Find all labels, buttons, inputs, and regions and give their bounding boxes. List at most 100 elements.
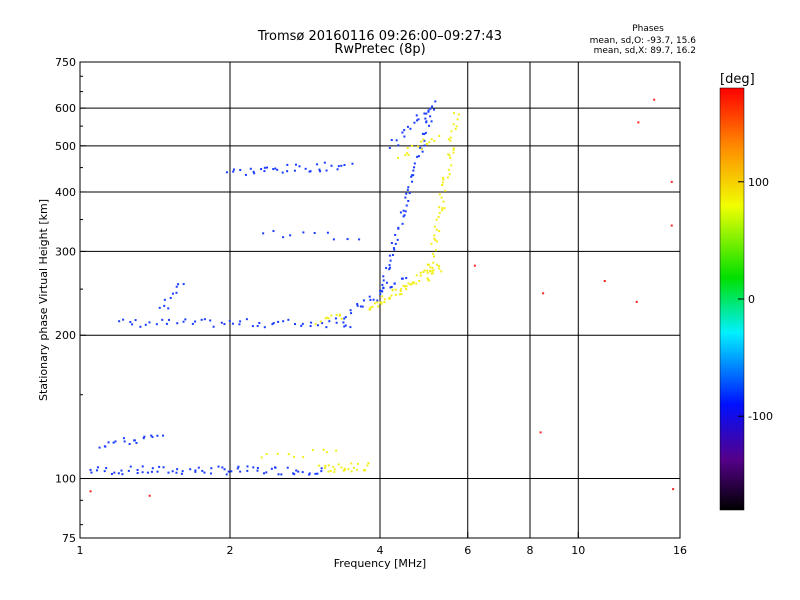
data-point (457, 113, 460, 116)
data-point (277, 320, 280, 323)
data-point (415, 282, 418, 285)
data-point (110, 472, 113, 475)
data-point (357, 462, 360, 465)
data-point (396, 238, 399, 241)
data-point (244, 173, 247, 176)
data-point (171, 292, 174, 295)
data-point (143, 435, 146, 438)
data-point (277, 473, 280, 476)
data-point (232, 168, 235, 171)
data-point (450, 130, 453, 133)
data-point (139, 325, 142, 328)
data-point (449, 139, 452, 142)
data-point (415, 114, 418, 117)
data-point (448, 173, 451, 176)
data-point (136, 469, 139, 472)
data-point (251, 325, 254, 328)
data-point (425, 142, 428, 145)
y-tick-label: 200 (55, 329, 76, 342)
data-point (176, 322, 179, 325)
data-point (309, 324, 312, 327)
x-tick-label: 10 (571, 544, 585, 557)
data-point (103, 470, 106, 473)
data-point (356, 468, 359, 471)
data-point (308, 472, 311, 475)
data-point (447, 153, 450, 156)
data-point (162, 434, 165, 437)
data-point (148, 321, 151, 324)
data-point (407, 282, 410, 285)
data-point (381, 283, 384, 286)
data-point (394, 288, 397, 291)
data-point (422, 138, 425, 141)
data-point (376, 301, 379, 304)
data-point (262, 232, 265, 235)
data-point (441, 184, 444, 187)
axis-ticks: 1 2 4 6 8 10 16 75 100 200 300 400 500 600 750 (55, 56, 687, 557)
data-point (308, 473, 311, 476)
data-point (403, 135, 406, 138)
y-tick-label: 600 (55, 102, 76, 115)
data-point (231, 322, 234, 325)
data-point (165, 322, 168, 325)
phase-info-heading: Phases (632, 24, 664, 34)
data-point (155, 323, 158, 326)
data-point (420, 140, 423, 143)
data-point (203, 318, 206, 321)
data-point (603, 280, 606, 283)
x-tick-label: 8 (527, 544, 534, 557)
data-point (428, 141, 431, 144)
data-point (276, 168, 279, 171)
data-point (380, 302, 383, 305)
data-point (413, 121, 416, 124)
data-point (343, 317, 346, 320)
data-point (191, 322, 194, 325)
data-point (300, 324, 303, 327)
data-point (118, 320, 121, 323)
data-point (412, 281, 415, 284)
colorbar-label: [deg] (720, 72, 755, 87)
x-axis-label: Frequency [MHz] (334, 557, 426, 570)
data-point (158, 465, 161, 468)
data-point (369, 298, 372, 301)
data-point (456, 118, 459, 121)
data-point (412, 174, 415, 177)
data-point (292, 472, 295, 475)
y-tick-label: 500 (55, 140, 76, 153)
data-point (367, 462, 370, 465)
data-point (415, 274, 418, 277)
data-point (156, 470, 159, 473)
data-point (343, 469, 346, 472)
data-point (438, 267, 441, 270)
data-point (417, 118, 420, 121)
data-point (447, 168, 450, 171)
data-point (435, 263, 438, 266)
data-point (455, 125, 458, 128)
data-point (266, 166, 269, 169)
data-point (330, 314, 333, 317)
data-point (338, 313, 341, 316)
data-point (114, 440, 117, 443)
data-point (182, 320, 185, 323)
data-point (325, 169, 328, 172)
data-point (362, 299, 365, 302)
data-point (392, 247, 395, 250)
data-point (133, 439, 136, 442)
data-point (316, 163, 319, 166)
data-point (438, 265, 441, 268)
colorbar-ticks: 100 0 -100 (738, 176, 773, 423)
data-point (350, 470, 353, 473)
data-point (238, 323, 241, 326)
y-tick-label: 750 (55, 56, 76, 69)
data-point (326, 316, 329, 319)
data-point (286, 170, 289, 173)
data-point (167, 307, 170, 310)
data-point (342, 321, 345, 324)
data-point (410, 283, 413, 286)
data-point (336, 168, 339, 171)
data-point (333, 471, 336, 474)
data-point (385, 281, 388, 284)
data-point (136, 472, 139, 475)
data-point (438, 193, 441, 196)
data-point (332, 465, 335, 468)
